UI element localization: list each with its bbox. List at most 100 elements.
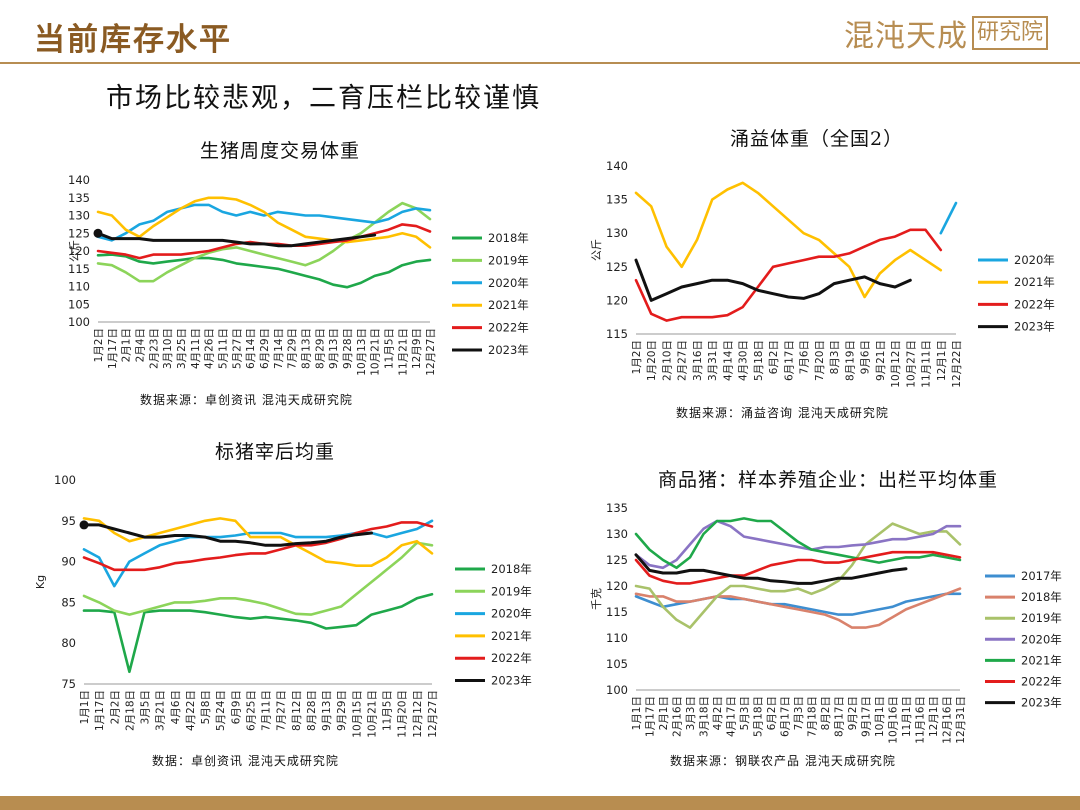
x-tick-label: 4月26日	[204, 328, 216, 369]
x-tick-label: 4月14日	[722, 340, 734, 381]
x-tick-label: 10月21日	[370, 328, 382, 376]
series-line-2023年	[634, 553, 908, 585]
y-tick-label: 125	[606, 553, 628, 567]
legend-label-2021年: 2021年	[1021, 653, 1062, 667]
legend-label-2020年: 2020年	[1014, 253, 1055, 267]
y-tick-label: 125	[606, 260, 628, 274]
x-tick-label: 4月11日	[190, 328, 202, 369]
legend-label-2018年: 2018年	[491, 562, 532, 576]
footer-bar	[0, 796, 1080, 810]
x-tick-label: 2月27日	[677, 340, 689, 381]
y-tick-label: 80	[61, 636, 76, 650]
series-line-2022年	[634, 550, 962, 585]
x-tick-label: 6月17日	[783, 340, 795, 381]
x-tick-label: 4月6日	[170, 690, 182, 724]
chart-4-source: 数据来源：钢联农产品 混沌天成研究院	[670, 754, 896, 768]
x-tick-label: 12月9日	[411, 328, 423, 369]
x-tick-label: 5月3日	[739, 696, 751, 730]
x-tick-label: 10月27日	[905, 340, 917, 388]
legend-label-2020年: 2020年	[491, 607, 532, 621]
x-tick-label: 10月12日	[890, 340, 902, 388]
chart-1-title: 生猪周度交易体重	[200, 140, 361, 162]
x-tick-label: 7月11日	[261, 690, 273, 731]
x-tick-label: 8月29日	[314, 328, 326, 369]
series-line-2020年	[939, 201, 958, 235]
series-line-2018年	[96, 253, 432, 289]
y-axis-label: 千克	[590, 588, 603, 610]
x-tick-label: 8月17日	[834, 696, 846, 737]
y-axis-label: Kg	[34, 575, 47, 589]
x-tick-label: 10月13日	[356, 328, 368, 376]
x-tick-label: 2月18日	[124, 690, 136, 731]
y-tick-label: 135	[606, 501, 628, 515]
x-tick-label: 5月18日	[753, 340, 765, 381]
y-tick-label: 115	[68, 262, 90, 276]
x-tick-label: 10月15日	[351, 690, 363, 738]
x-tick-label: 12月31日	[955, 696, 967, 744]
y-tick-label: 100	[68, 315, 90, 329]
x-tick-label: 3月16日	[692, 340, 704, 381]
x-tick-label: 1月2日	[631, 340, 643, 374]
x-tick-label: 2月23日	[148, 328, 160, 369]
x-tick-label: 4月30日	[738, 340, 750, 381]
logo-mark: 混沌天成	[844, 19, 968, 54]
series-line-2023年	[634, 258, 912, 302]
legend-label-2021年: 2021年	[488, 298, 529, 312]
y-tick-label: 90	[61, 555, 76, 569]
logo: 混沌天成 研究院	[844, 12, 1056, 54]
series-start-marker	[93, 228, 103, 238]
series-line-2022年	[634, 228, 943, 322]
legend-label-2020年: 2020年	[1021, 632, 1062, 646]
legend-label-2022年: 2022年	[491, 651, 532, 665]
x-tick-label: 11月5日	[384, 328, 396, 369]
chart-2-title: 涌益体重（全国2）	[730, 128, 904, 150]
x-tick-label: 3月5日	[140, 690, 152, 724]
x-tick-label: 8月19日	[844, 340, 856, 381]
legend-label-2019年: 2019年	[1021, 611, 1062, 625]
x-tick-label: 10月1日	[874, 696, 886, 737]
y-tick-label: 125	[68, 226, 90, 240]
x-tick-label: 3月25日	[176, 328, 188, 369]
x-tick-label: 3月3日	[685, 696, 697, 730]
x-tick-label: 8月3日	[829, 340, 841, 374]
x-tick-label: 9月13日	[328, 328, 340, 369]
series-line-2021年	[634, 181, 943, 299]
x-tick-label: 5月11日	[218, 328, 230, 369]
legend-label-2021年: 2021年	[491, 629, 532, 643]
x-tick-label: 1月1日	[79, 690, 91, 724]
x-tick-label: 8月2日	[820, 696, 832, 730]
x-tick-label: 11月16日	[915, 696, 927, 744]
legend-label-2019年: 2019年	[488, 253, 529, 267]
y-tick-label: 120	[606, 293, 628, 307]
x-tick-label: 4月2日	[712, 696, 724, 730]
x-tick-label: 5月8日	[200, 690, 212, 724]
x-tick-label: 1月17日	[94, 690, 106, 731]
series-line-2020年	[634, 519, 962, 570]
header-bar: 当前库存水平 混沌天成 研究院	[0, 0, 1080, 64]
x-tick-label: 7月27日	[276, 690, 288, 731]
x-tick-label: 2月10日	[661, 340, 673, 381]
x-tick-label: 12月1日	[928, 696, 940, 737]
legend-label-2019年: 2019年	[491, 584, 532, 598]
chart-3-source: 数据：卓创资讯 混沌天成研究院	[152, 754, 339, 768]
x-tick-label: 10月21日	[366, 690, 378, 738]
slide-subtitle: 市场比较悲观，二育压栏比较谨慎	[106, 83, 541, 114]
x-tick-label: 6月14日	[245, 328, 257, 369]
legend-label-2020年: 2020年	[488, 276, 529, 290]
y-tick-label: 135	[606, 193, 628, 207]
x-tick-label: 10月16日	[888, 696, 900, 744]
legend-label-2022年: 2022年	[1021, 675, 1062, 689]
x-tick-label: 6月17日	[780, 696, 792, 737]
y-tick-label: 105	[606, 657, 628, 671]
x-tick-label: 8月13日	[301, 328, 313, 369]
y-tick-label: 115	[606, 327, 628, 341]
y-tick-label: 130	[606, 527, 628, 541]
y-tick-label: 100	[54, 473, 76, 487]
y-tick-label: 135	[68, 191, 90, 205]
x-tick-label: 2月4日	[135, 328, 147, 362]
y-tick-label: 130	[606, 226, 628, 240]
